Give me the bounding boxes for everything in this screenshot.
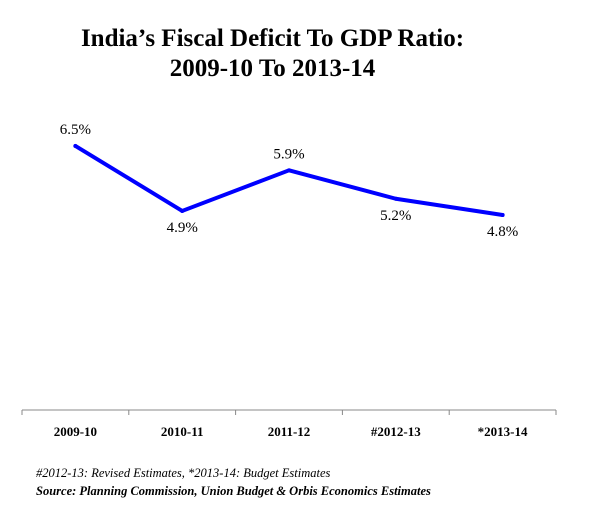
x-tick-label: 2009-10 — [54, 424, 97, 439]
chart-title-line-2: 2009-10 To 2013-14 — [169, 55, 376, 82]
x-tick-label: 2011-12 — [268, 424, 311, 439]
data-label: 5.9% — [273, 146, 304, 162]
data-label: 4.8% — [487, 224, 518, 240]
x-tick-label: #2012-13 — [371, 424, 421, 439]
data-point — [287, 168, 291, 173]
data-label: 4.9% — [167, 220, 198, 236]
data-point — [180, 208, 185, 213]
chart-title-line-1: India’s Fiscal Deficit To GDP Ratio: — [80, 25, 465, 52]
source-note: Source: Planning Commission, Union Budge… — [36, 484, 431, 498]
data-label: 6.5% — [60, 122, 91, 138]
data-label: 5.2% — [380, 208, 411, 224]
data-point — [500, 213, 505, 217]
data-point — [393, 196, 398, 201]
x-tick-label: 2010-11 — [161, 424, 204, 439]
data-point — [73, 143, 78, 148]
chart-title: India’s Fiscal Deficit To GDP Ratio: 200… — [0, 24, 545, 84]
x-tick-label: *2013-14 — [478, 424, 528, 439]
footnote: #2012-13: Revised Estimates, *2013-14: B… — [36, 466, 331, 480]
